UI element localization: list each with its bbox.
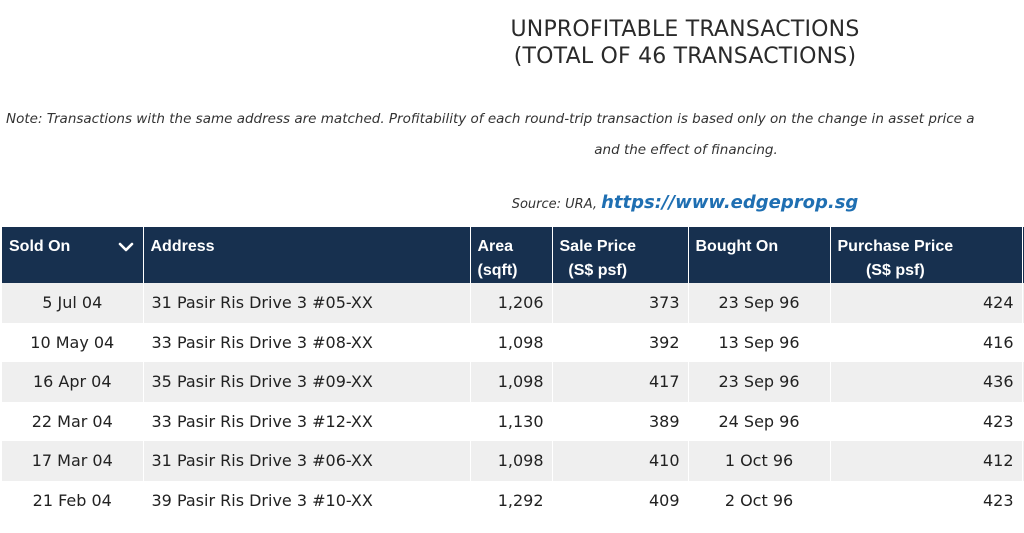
note-line-2: and the effect of financing.	[594, 142, 778, 158]
cell-extra	[1021, 322, 1024, 362]
cell-extra	[1021, 401, 1024, 441]
cell-sale-price: 392	[551, 322, 688, 362]
cell-purchase-price: 416	[829, 322, 1022, 362]
cell-sold-on: 10 May 04	[2, 322, 143, 362]
cell-bought-on: 24 Sep 96	[687, 401, 830, 441]
cell-area: 1,098	[469, 441, 552, 481]
cell-sold-on: 16 Apr 04	[2, 362, 143, 402]
column-header-label: Purchase Price (S$ psf)	[837, 238, 954, 279]
title-line-1: UNPROFITABLE TRANSACTIONS	[510, 17, 860, 42]
cell-bought-on: 2 Oct 96	[687, 480, 830, 520]
column-header-bought-on[interactable]: Bought On	[687, 227, 830, 283]
title-line-2: (TOTAL OF 46 TRANSACTIONS)	[513, 44, 857, 69]
cell-address: 35 Pasir Ris Drive 3 #09-XX	[142, 362, 470, 402]
cell-sale-price: 373	[551, 283, 688, 323]
cell-address: 31 Pasir Ris Drive 3 #05-XX	[142, 283, 470, 323]
cell-sold-on: 5 Jul 04	[2, 283, 143, 323]
page-title: UNPROFITABLE TRANSACTIONS (TOTAL OF 46 T…	[0, 16, 1024, 70]
cell-extra	[1021, 480, 1024, 520]
table-header-row: Sold On Address Area (sqft) Sale Price (…	[2, 227, 1024, 283]
column-header-label: Area (sqft)	[477, 238, 518, 279]
column-header-label: Sold On	[9, 238, 71, 255]
cell-address: 31 Pasir Ris Drive 3 #06-XX	[142, 441, 470, 481]
cell-sale-price: 389	[551, 401, 688, 441]
cell-sold-on: 17 Mar 04	[2, 441, 143, 481]
column-header-area[interactable]: Area (sqft)	[469, 227, 552, 283]
table-row: 21 Feb 04 39 Pasir Ris Drive 3 #10-XX 1,…	[2, 480, 1024, 520]
table-row: 16 Apr 04 35 Pasir Ris Drive 3 #09-XX 1,…	[2, 362, 1024, 402]
table-row: 17 Mar 04 31 Pasir Ris Drive 3 #06-XX 1,…	[2, 441, 1024, 481]
cell-purchase-price: 424	[829, 283, 1022, 323]
column-header-sale-price[interactable]: Sale Price (S$ psf)	[551, 227, 688, 283]
cell-address: 33 Pasir Ris Drive 3 #12-XX	[142, 401, 470, 441]
cell-extra	[1021, 441, 1024, 481]
cell-bought-on: 23 Sep 96	[687, 362, 830, 402]
source-link[interactable]: https://www.edgeprop.sg	[601, 192, 859, 213]
cell-extra	[1021, 362, 1024, 402]
column-header-label: Address	[150, 238, 215, 255]
cell-sale-price: 410	[551, 441, 688, 481]
cell-bought-on: 23 Sep 96	[687, 283, 830, 323]
cell-purchase-price: 436	[829, 362, 1022, 402]
cell-purchase-price: 412	[829, 441, 1022, 481]
cell-sold-on: 21 Feb 04	[2, 480, 143, 520]
source-line: Source: URA, https://www.edgeprop.sg	[0, 192, 1024, 213]
cell-area: 1,098	[469, 322, 552, 362]
cell-area: 1,130	[469, 401, 552, 441]
cell-bought-on: 13 Sep 96	[687, 322, 830, 362]
table-row: 10 May 04 33 Pasir Ris Drive 3 #08-XX 1,…	[2, 322, 1024, 362]
cell-address: 39 Pasir Ris Drive 3 #10-XX	[142, 480, 470, 520]
cell-bought-on: 1 Oct 96	[687, 441, 830, 481]
table-row: 5 Jul 04 31 Pasir Ris Drive 3 #05-XX 1,2…	[2, 283, 1024, 323]
column-header-sold-on[interactable]: Sold On	[2, 227, 143, 283]
cell-area: 1,098	[469, 362, 552, 402]
column-header-label: Bought On	[695, 238, 779, 255]
cell-address: 33 Pasir Ris Drive 3 #08-XX	[142, 322, 470, 362]
cell-purchase-price: 423	[829, 401, 1022, 441]
cell-sale-price: 409	[551, 480, 688, 520]
note-line-1: Note: Transactions with the same address…	[6, 111, 975, 127]
transactions-table: Sold On Address Area (sqft) Sale Price (…	[2, 227, 1024, 520]
column-header-purchase-price[interactable]: Purchase Price (S$ psf)	[829, 227, 1022, 283]
column-header-address[interactable]: Address	[142, 227, 470, 283]
chevron-down-icon[interactable]	[118, 237, 134, 261]
cell-area: 1,292	[469, 480, 552, 520]
column-header-label: Sale Price (S$ psf)	[559, 238, 637, 279]
cell-sale-price: 417	[551, 362, 688, 402]
column-header-extra	[1021, 227, 1024, 283]
cell-purchase-price: 423	[829, 480, 1022, 520]
cell-extra	[1021, 283, 1024, 323]
cell-sold-on: 22 Mar 04	[2, 401, 143, 441]
table-row: 22 Mar 04 33 Pasir Ris Drive 3 #12-XX 1,…	[2, 401, 1024, 441]
note: Note: Transactions with the same address…	[6, 104, 1024, 166]
cell-area: 1,206	[469, 283, 552, 323]
source-label: Source: URA,	[511, 197, 597, 212]
